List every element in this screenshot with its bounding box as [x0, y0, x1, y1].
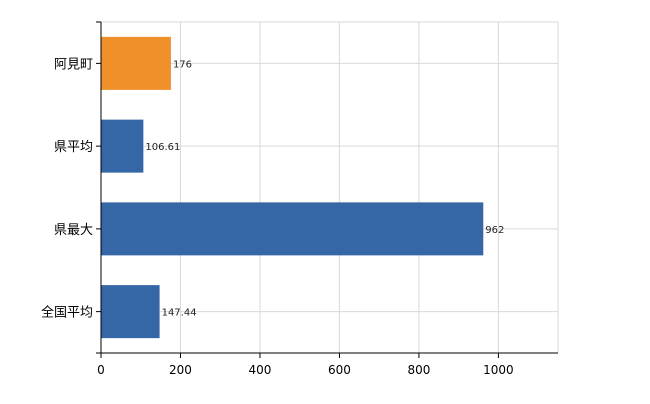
- category-label: 県平均: [54, 140, 93, 155]
- category-label: 県最大: [54, 223, 93, 238]
- x-tick-label: 800: [407, 363, 430, 377]
- axis-layer: [96, 21, 558, 358]
- data-label: 176: [173, 59, 192, 70]
- x-tick-label: 600: [328, 363, 351, 377]
- x-tick-label: 0: [97, 363, 105, 377]
- data-label: 962: [485, 225, 504, 236]
- x-tick-label: 200: [169, 363, 192, 377]
- bar-3: [101, 285, 160, 339]
- data-label: 147.44: [162, 308, 197, 319]
- x-tick-label: 1000: [483, 363, 514, 377]
- category-label: 全国平均: [41, 305, 93, 321]
- bar-layer: [101, 36, 484, 339]
- bar-1: [101, 119, 144, 173]
- x-tick-label: 400: [249, 363, 272, 377]
- bar-2: [101, 202, 484, 256]
- category-label: 阿見町: [54, 57, 93, 72]
- bar-0: [101, 36, 171, 90]
- label-layer: 176 阿見町 106.61 県平均 962 県最大 147.44 全国平均 0 200 400 60…: [41, 57, 514, 377]
- data-label: 106.61: [145, 142, 180, 153]
